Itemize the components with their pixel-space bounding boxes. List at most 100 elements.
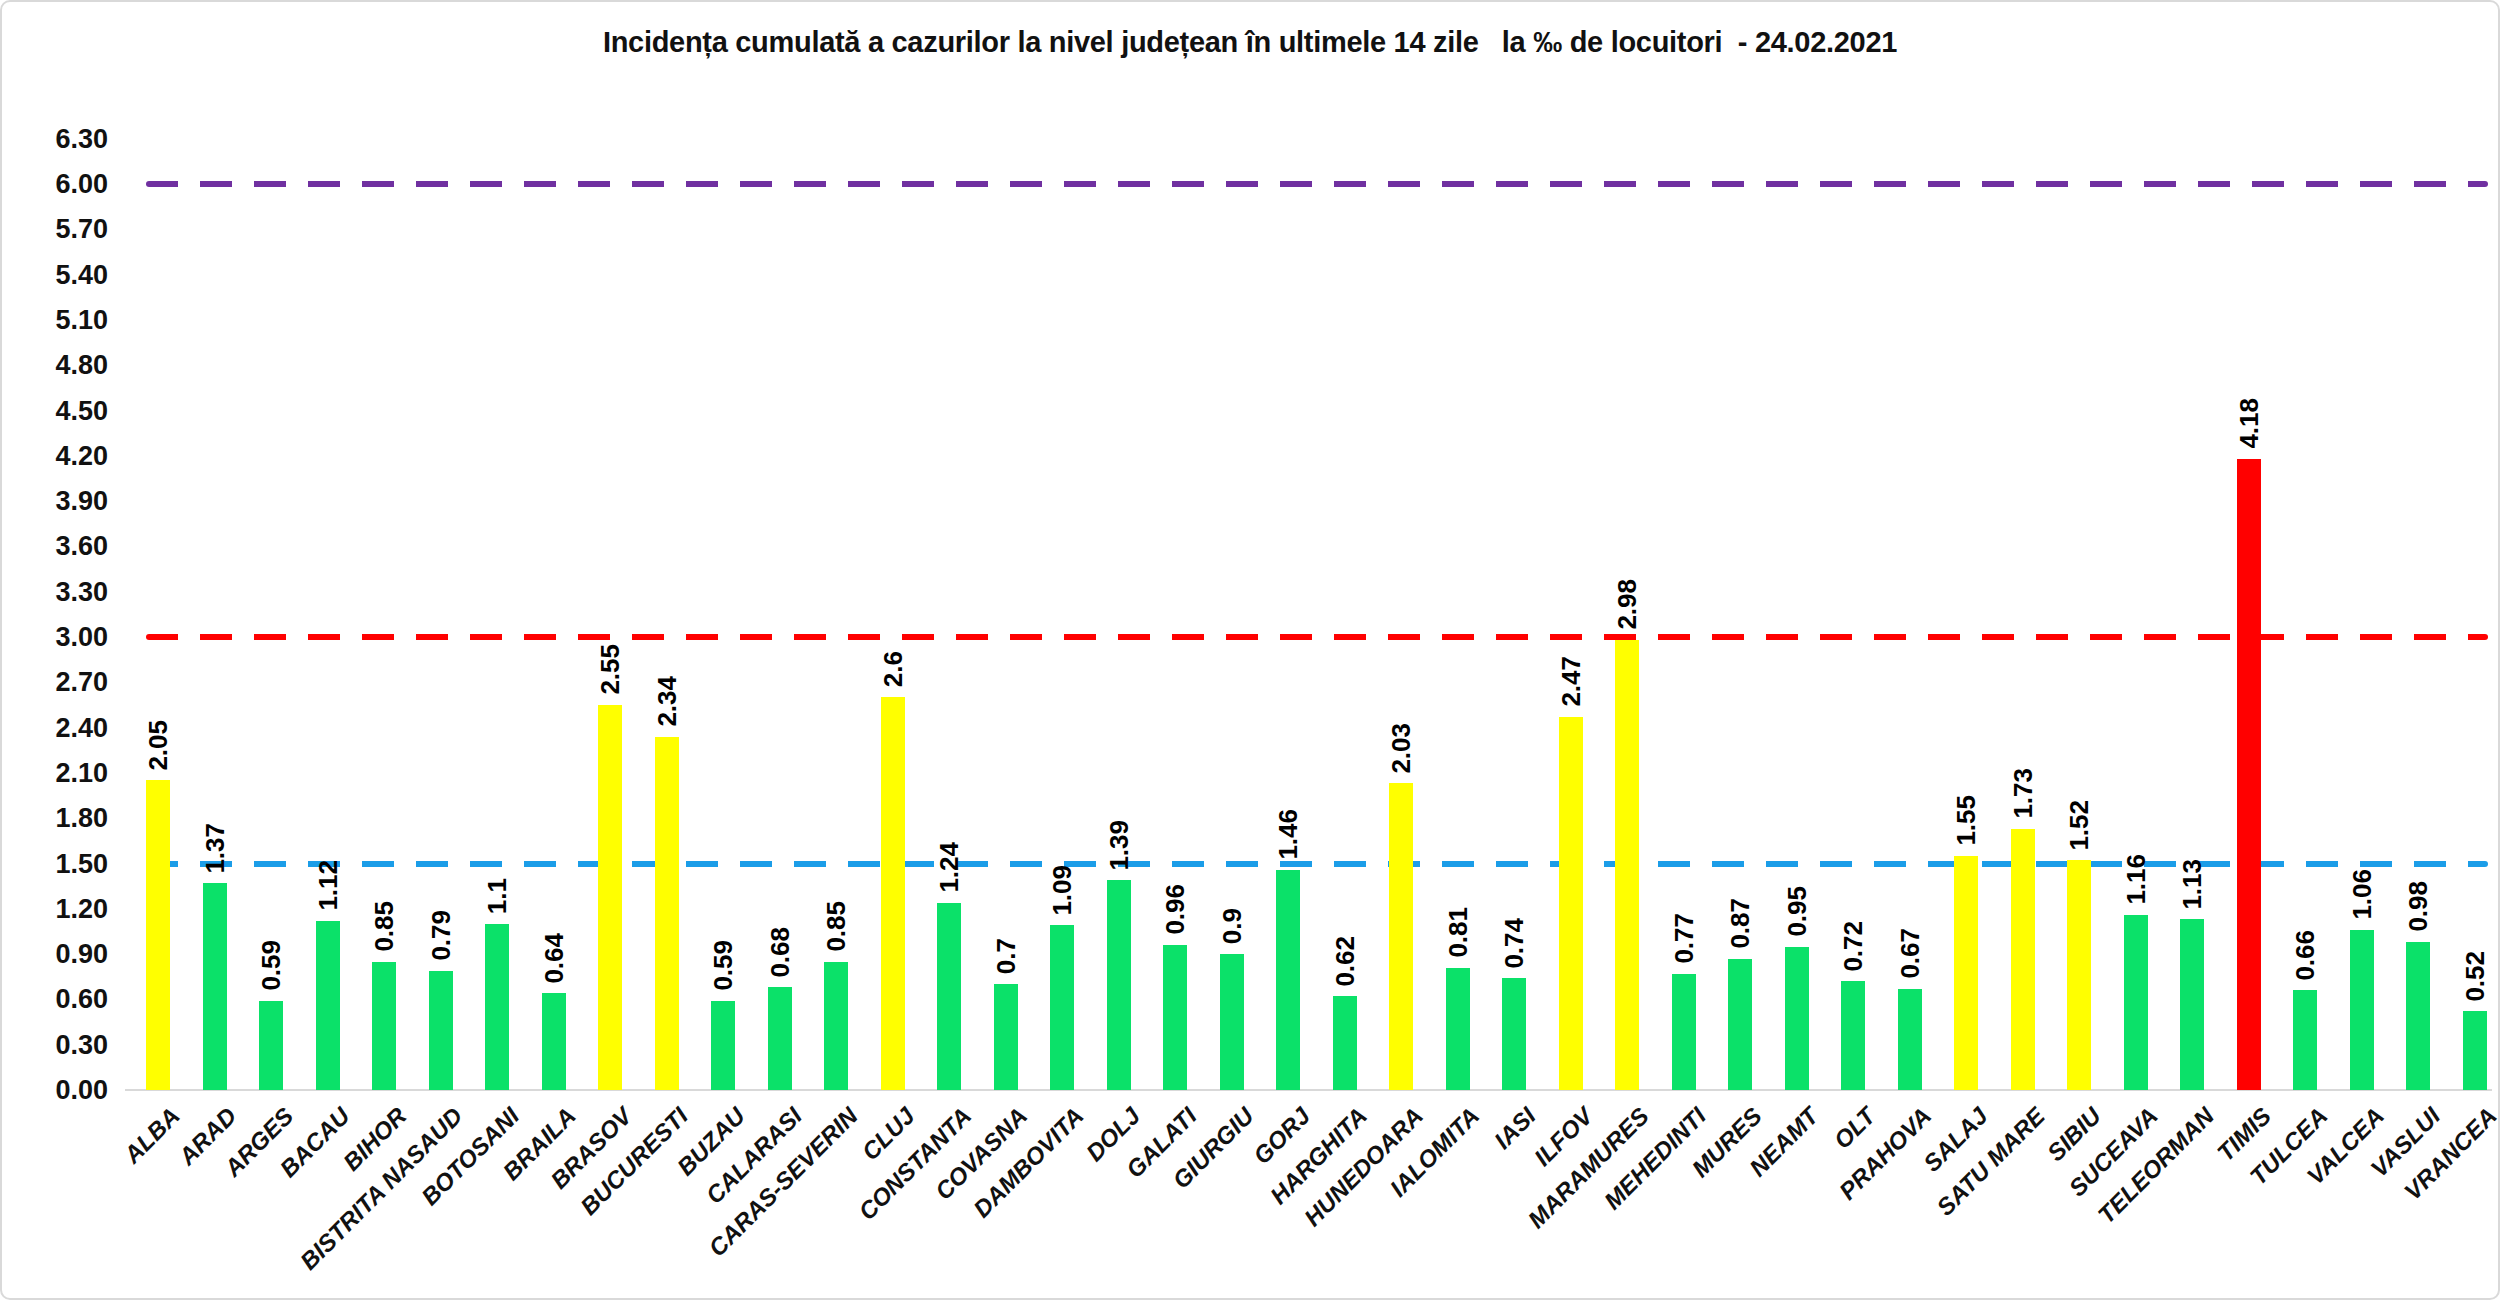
bar-caras-severin bbox=[824, 962, 848, 1090]
y-axis-tick-label: 0.90 bbox=[0, 938, 108, 970]
bar-gorj bbox=[1276, 870, 1300, 1090]
bar-value-label: 0.98 bbox=[2403, 881, 2433, 932]
bar-mehedinti bbox=[1672, 974, 1696, 1090]
bar-suceava bbox=[2124, 915, 2148, 1090]
bar-botosani bbox=[485, 924, 509, 1090]
y-axis-tick-label: 4.50 bbox=[0, 395, 108, 427]
y-axis-tick-label: 6.00 bbox=[0, 168, 108, 200]
y-axis-tick-label: 6.30 bbox=[0, 123, 108, 155]
bar-value-label: 1.39 bbox=[1104, 820, 1134, 871]
bar-value-label: 0.59 bbox=[256, 940, 286, 991]
bar-sibiu bbox=[2067, 860, 2091, 1090]
bar-value-label: 0.7 bbox=[991, 938, 1021, 974]
bar-value-label: 0.74 bbox=[1499, 918, 1529, 969]
y-axis-tick-label: 4.80 bbox=[0, 349, 108, 381]
bar-value-label: 0.64 bbox=[539, 933, 569, 984]
bar-alba bbox=[146, 780, 170, 1090]
y-axis-tick-label: 1.20 bbox=[0, 893, 108, 925]
y-axis-tick-label: 2.10 bbox=[0, 757, 108, 789]
bar-value-label: 1.52 bbox=[2064, 800, 2094, 851]
bar-maramures bbox=[1615, 640, 1639, 1090]
y-axis-tick-label: 5.10 bbox=[0, 304, 108, 336]
bar-neamt bbox=[1785, 947, 1809, 1090]
bar-ilfov bbox=[1559, 717, 1583, 1090]
bar-brasov bbox=[598, 705, 622, 1090]
bar-dolj bbox=[1107, 880, 1131, 1090]
bar-value-label: 0.67 bbox=[1895, 928, 1925, 979]
y-axis-tick-label: 4.20 bbox=[0, 440, 108, 472]
bar-value-label: 2.6 bbox=[878, 651, 908, 687]
bar-braila bbox=[542, 993, 566, 1090]
bar-buzau bbox=[711, 1001, 735, 1090]
bar-value-label: 0.96 bbox=[1160, 884, 1190, 935]
bar-teleorman bbox=[2180, 919, 2204, 1090]
bar-value-label: 1.16 bbox=[2121, 854, 2151, 905]
bar-ialomita bbox=[1446, 968, 1470, 1090]
bar-galati bbox=[1163, 945, 1187, 1090]
y-axis-tick-label: 0.30 bbox=[0, 1029, 108, 1061]
bar-value-label: 0.68 bbox=[765, 927, 795, 978]
bar-bacau bbox=[316, 921, 340, 1090]
bar-harghita bbox=[1333, 996, 1357, 1090]
bar-value-label: 1.55 bbox=[1951, 795, 1981, 846]
bar-dambovita bbox=[1050, 925, 1074, 1090]
bar-timis bbox=[2237, 459, 2261, 1090]
bar-value-label: 1.73 bbox=[2008, 768, 2038, 819]
bar-value-label: 0.66 bbox=[2290, 930, 2320, 981]
bar-prahova bbox=[1898, 989, 1922, 1090]
bar-cluj bbox=[881, 697, 905, 1090]
bar-value-label: 1.37 bbox=[200, 823, 230, 874]
y-axis-tick-label: 3.90 bbox=[0, 485, 108, 517]
bar-bihor bbox=[372, 962, 396, 1090]
bar-value-label: 2.03 bbox=[1386, 723, 1416, 774]
bar-value-label: 4.18 bbox=[2234, 398, 2264, 449]
bar-arad bbox=[203, 883, 227, 1090]
bar-calarasi bbox=[768, 987, 792, 1090]
y-axis-tick-label: 5.40 bbox=[0, 259, 108, 291]
bar-value-label: 0.87 bbox=[1725, 898, 1755, 949]
y-axis-tick-label: 3.60 bbox=[0, 530, 108, 562]
bar-value-label: 2.98 bbox=[1612, 579, 1642, 630]
bar-value-label: 0.52 bbox=[2460, 951, 2490, 1002]
bar-value-label: 2.47 bbox=[1556, 656, 1586, 707]
bar-giurgiu bbox=[1220, 954, 1244, 1090]
y-axis-tick-label: 3.00 bbox=[0, 621, 108, 653]
y-axis-tick-label: 0.60 bbox=[0, 983, 108, 1015]
bar-value-label: 1.13 bbox=[2177, 859, 2207, 910]
y-axis-tick-label: 2.70 bbox=[0, 666, 108, 698]
bar-vaslui bbox=[2406, 942, 2430, 1090]
bar-valcea bbox=[2350, 930, 2374, 1090]
bar-bistrita-nasaud bbox=[429, 971, 453, 1090]
bar-constanta bbox=[937, 903, 961, 1090]
bar-salaj bbox=[1954, 856, 1978, 1090]
bar-value-label: 2.34 bbox=[652, 676, 682, 727]
bar-value-label: 1.46 bbox=[1273, 809, 1303, 860]
bar-vrancea bbox=[2463, 1011, 2487, 1090]
bar-satu-mare bbox=[2011, 829, 2035, 1090]
threshold-line-6 bbox=[146, 181, 2488, 187]
y-axis-tick-label: 1.50 bbox=[0, 848, 108, 880]
bar-value-label: 0.85 bbox=[369, 901, 399, 952]
bar-value-label: 2.55 bbox=[595, 644, 625, 695]
page-frame-border bbox=[0, 0, 2500, 1300]
bar-value-label: 0.95 bbox=[1782, 886, 1812, 937]
bar-bucuresti bbox=[655, 737, 679, 1090]
bar-value-label: 0.77 bbox=[1669, 913, 1699, 964]
y-axis-tick-label: 2.40 bbox=[0, 712, 108, 744]
bar-value-label: 1.06 bbox=[2347, 869, 2377, 920]
bar-value-label: 0.81 bbox=[1443, 907, 1473, 958]
bar-value-label: 0.9 bbox=[1217, 908, 1247, 944]
incidence-bar-chart-page: Incidența cumulată a cazurilor la nivel … bbox=[0, 0, 2500, 1300]
bar-value-label: 0.79 bbox=[426, 910, 456, 961]
bar-covasna bbox=[994, 984, 1018, 1090]
bar-value-label: 1.09 bbox=[1047, 865, 1077, 916]
bar-value-label: 1.1 bbox=[482, 878, 512, 914]
bar-arges bbox=[259, 1001, 283, 1090]
bar-tulcea bbox=[2293, 990, 2317, 1090]
category-label: ALBA bbox=[119, 1102, 186, 1169]
threshold-line-3 bbox=[146, 634, 2488, 640]
chart-title: Incidența cumulată a cazurilor la nivel … bbox=[0, 26, 2500, 59]
bar-mures bbox=[1728, 959, 1752, 1090]
y-axis-tick-label: 0.00 bbox=[0, 1074, 108, 1106]
bar-value-label: 0.72 bbox=[1838, 921, 1868, 972]
